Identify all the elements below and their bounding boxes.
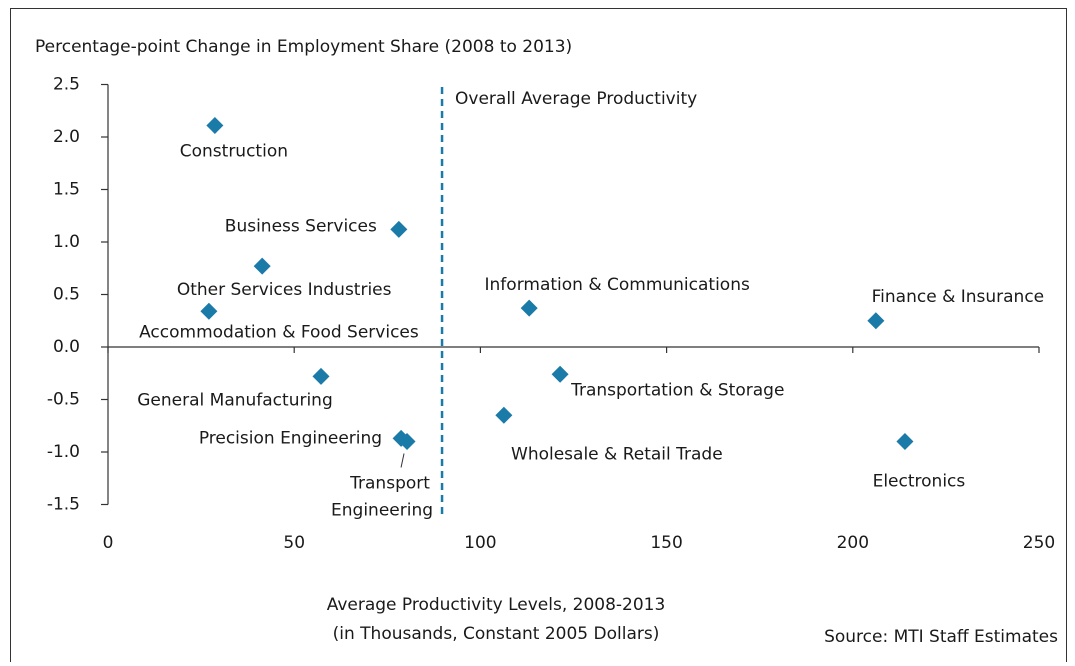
point-label: Transport Engineering <box>331 474 433 521</box>
y-tick-label: 0.5 <box>53 285 80 305</box>
point-label: Transportation & Storage <box>570 380 784 400</box>
y-tick-label: -1.0 <box>47 442 80 462</box>
x-tick-label: 0 <box>103 533 114 553</box>
point <box>206 116 224 134</box>
point <box>896 433 914 450</box>
x-tick-label: 250 <box>1023 533 1055 553</box>
point <box>495 406 513 424</box>
point <box>551 365 569 383</box>
point-label: Accommodation & Food Services <box>139 322 419 342</box>
y-tick-label: -0.5 <box>47 390 80 410</box>
point-label: Wholesale & Retail Trade <box>511 444 723 464</box>
point-label: Finance & Insurance <box>872 287 1045 307</box>
point <box>312 367 330 385</box>
y-tick-label: 1.0 <box>53 232 80 252</box>
point <box>520 299 538 317</box>
point <box>253 257 271 275</box>
point-label: Electronics <box>873 472 966 492</box>
source: Source: MTI Staff Estimates <box>824 627 1058 647</box>
x-tick-label: 200 <box>837 533 869 553</box>
y-tick-label: 0.0 <box>53 337 80 357</box>
x-tick-label: 150 <box>650 533 682 553</box>
point-label: Construction <box>180 141 288 161</box>
y-tick-label: 2.0 <box>53 127 80 147</box>
x-tick-label: 50 <box>283 533 305 553</box>
y-tick-label: -1.5 <box>47 495 80 515</box>
point <box>398 433 416 450</box>
point <box>200 302 218 320</box>
point-label: General Manufacturing <box>137 390 333 410</box>
point-label: Information & Communications <box>485 275 750 295</box>
reference-label: Overall Average Productivity <box>455 89 697 109</box>
frame <box>10 8 1067 666</box>
leader-line <box>400 453 405 468</box>
y-tick-label: 1.5 <box>53 180 80 200</box>
x-tick-label: 100 <box>464 533 496 553</box>
chart-title: Percentage-point Change in Employment Sh… <box>35 37 572 57</box>
point-label: Precision Engineering <box>199 428 382 448</box>
y-tick-label: 2.5 <box>53 75 80 95</box>
point <box>867 312 885 330</box>
point-label: Other Services Industries <box>177 280 392 300</box>
x-axis-label: Average Productivity Levels, 2008-2013 <box>327 595 666 615</box>
point-label: Business Services <box>225 216 377 236</box>
x-axis-label: (in Thousands, Constant 2005 Dollars) <box>333 624 660 644</box>
point <box>390 220 408 238</box>
